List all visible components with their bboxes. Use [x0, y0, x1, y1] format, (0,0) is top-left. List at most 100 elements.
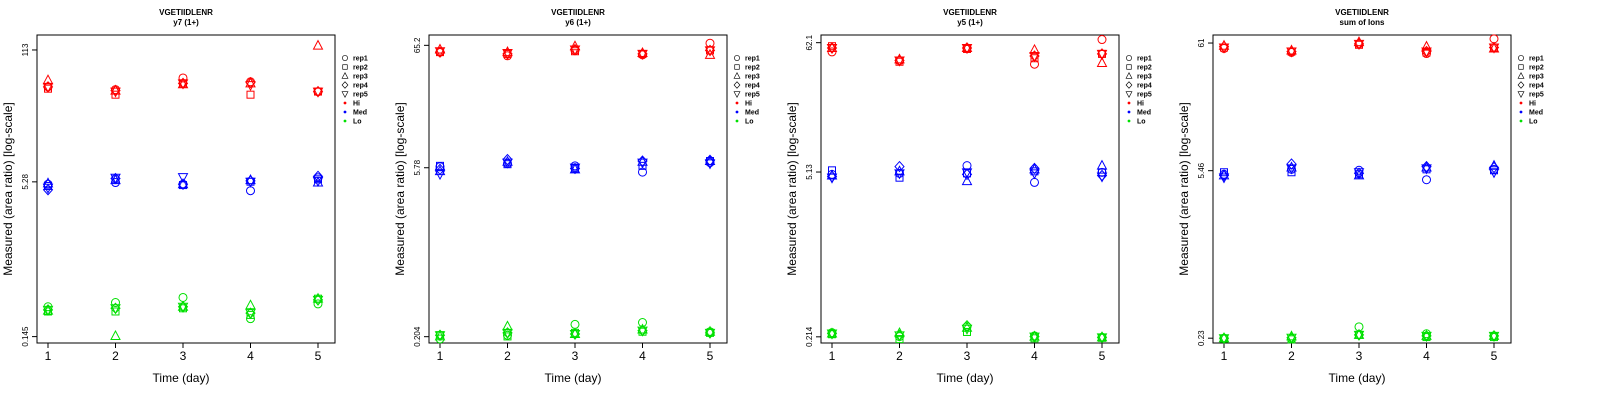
data-point-med-day1-rep4 — [826, 170, 838, 183]
data-point-lo-day3-rep5 — [1353, 330, 1365, 341]
data-point-hi-day1-rep3 — [826, 41, 838, 53]
legend-label-hi: Hi — [745, 101, 752, 108]
legend-dot-med — [1519, 110, 1523, 114]
x-tick-label: 4 — [1031, 349, 1038, 363]
x-tick-label: 4 — [639, 349, 646, 363]
legend-marker-rep4 — [1125, 81, 1133, 89]
data-point-med-day4-rep4 — [1029, 162, 1040, 175]
data-point-hi-day4-rep2 — [246, 90, 255, 99]
x-tick-label: 5 — [707, 349, 714, 363]
legend-marker-rep4 — [341, 81, 349, 89]
plot-frame — [1212, 34, 1512, 344]
x-tick-label: 1 — [829, 349, 836, 363]
x-axis-label: Time (day) — [937, 371, 994, 385]
x-tick-label: 5 — [315, 349, 322, 363]
data-point-lo-day3-rep5 — [569, 330, 581, 341]
data-point-med-day2-rep4 — [894, 160, 905, 173]
data-point-hi-day1-rep5 — [434, 47, 446, 58]
data-point-med-day2-rep5 — [110, 173, 121, 184]
y-axis-label: Measured (area ratio) [log-scale] — [785, 102, 799, 275]
data-point-lo-day1-rep5 — [434, 331, 446, 342]
data-point-lo-day1-rep3 — [1218, 332, 1230, 343]
data-point-hi-day2-rep5 — [894, 56, 905, 67]
data-point-hi-day3-rep3 — [569, 40, 581, 51]
data-point-hi-day4-rep3 — [1421, 40, 1432, 51]
legend-dot-lo — [735, 119, 739, 123]
legend-dot-lo — [1127, 119, 1131, 123]
chart-title: VGETIIDLENR — [1335, 8, 1389, 17]
legend-marker-rep1 — [342, 55, 348, 61]
legend-label-rep5: rep5 — [1529, 92, 1544, 99]
x-tick-label: 4 — [247, 349, 254, 363]
data-point-hi-day5-rep5 — [704, 46, 716, 57]
legend-label-rep2: rep2 — [745, 65, 760, 72]
data-point-med-day1-rep4 — [434, 163, 446, 176]
y-tick-label: 0.204 — [413, 326, 422, 347]
legend-label-rep1: rep1 — [745, 56, 760, 63]
legend-label-rep5: rep5 — [353, 92, 368, 99]
data-point-hi-day5-rep5 — [1096, 49, 1108, 60]
data-point-lo-day5-rep3 — [1488, 329, 1500, 340]
data-point-hi-day3-rep3 — [961, 41, 973, 53]
x-tick-label: 5 — [1491, 349, 1498, 363]
legend-marker-rep3 — [1125, 72, 1133, 79]
legend-marker-rep4 — [1517, 81, 1525, 89]
data-point-lo-day5-rep5 — [1096, 333, 1108, 344]
data-point-med-day5-rep5 — [312, 176, 324, 187]
legend-label-rep3: rep3 — [1529, 74, 1544, 81]
data-point-hi-day1-rep3 — [1218, 39, 1230, 50]
data-point-med-day1-rep3 — [1218, 169, 1230, 180]
data-point-hi-day1-rep5 — [42, 82, 54, 93]
legend-label-rep1: rep1 — [1529, 56, 1544, 63]
data-point-hi-day3-rep5 — [569, 45, 581, 56]
legend-marker-rep5 — [341, 91, 349, 98]
y-tick-label: 0.23 — [1197, 330, 1206, 346]
data-point-med-day3-rep3 — [961, 175, 973, 186]
x-tick-label: 3 — [1356, 349, 1363, 363]
data-point-med-day4-rep1 — [246, 186, 255, 196]
data-point-hi-day3-rep5 — [1353, 39, 1365, 50]
data-point-med-day4-rep5 — [245, 177, 256, 188]
data-point-med-day3-rep5 — [177, 173, 189, 184]
data-point-lo-day4-rep3 — [1421, 329, 1432, 340]
y-tick-label: 65.2 — [413, 37, 422, 53]
legend-label-rep2: rep2 — [1137, 65, 1152, 72]
data-point-lo-day2-rep2 — [503, 332, 512, 341]
data-point-med-day1-rep3 — [42, 177, 54, 188]
data-point-lo-day3-rep4 — [961, 319, 973, 332]
data-point-lo-day4-rep5 — [1029, 332, 1040, 343]
data-point-hi-day4-rep4 — [245, 76, 256, 89]
data-point-med-day1-rep5 — [434, 170, 446, 181]
legend-marker-rep2 — [1126, 64, 1132, 70]
legend-label-lo: Lo — [1529, 119, 1538, 126]
y-tick-label: 113 — [21, 43, 30, 56]
data-point-lo-day4-rep5 — [1421, 331, 1432, 343]
legend-label-rep3: rep3 — [353, 74, 368, 81]
legend-marker-rep1 — [1518, 55, 1524, 61]
data-point-lo-day2-rep5 — [110, 304, 121, 315]
legend: rep1 rep2 rep3 rep4 rep5 Hi Med Lo — [1125, 55, 1152, 126]
legend-marker-rep1 — [1126, 55, 1132, 61]
data-point-hi-day5-rep3 — [312, 39, 324, 50]
legend-label-rep2: rep2 — [353, 65, 368, 72]
data-point-lo-day2-rep3 — [502, 320, 513, 331]
legend-label-rep4: rep4 — [745, 83, 760, 90]
legend-label-med: Med — [353, 110, 367, 117]
y-axis-label: Measured (area ratio) [log-scale] — [1177, 102, 1191, 275]
data-point-med-day5-rep4 — [1488, 161, 1500, 174]
legend: rep1 rep2 rep3 rep4 rep5 Hi Med Lo — [733, 55, 760, 126]
data-point-hi-day1-rep5 — [1218, 43, 1230, 54]
data-point-lo-day1-rep3 — [826, 327, 838, 338]
legend-dot-med — [343, 110, 347, 114]
data-point-med-day4-rep1 — [1422, 175, 1431, 185]
legend-marker-rep2 — [1518, 64, 1524, 70]
data-point-med-day2-rep5 — [1286, 164, 1297, 175]
legend-dot-med — [735, 110, 739, 114]
plot-frame — [428, 34, 728, 344]
data-point-lo-day4-rep5 — [637, 326, 648, 337]
chart-title: VGETIIDLENR — [551, 8, 605, 17]
x-tick-label: 3 — [964, 349, 971, 363]
x-tick-label: 3 — [572, 349, 579, 363]
data-point-med-day2-rep2 — [895, 173, 904, 182]
